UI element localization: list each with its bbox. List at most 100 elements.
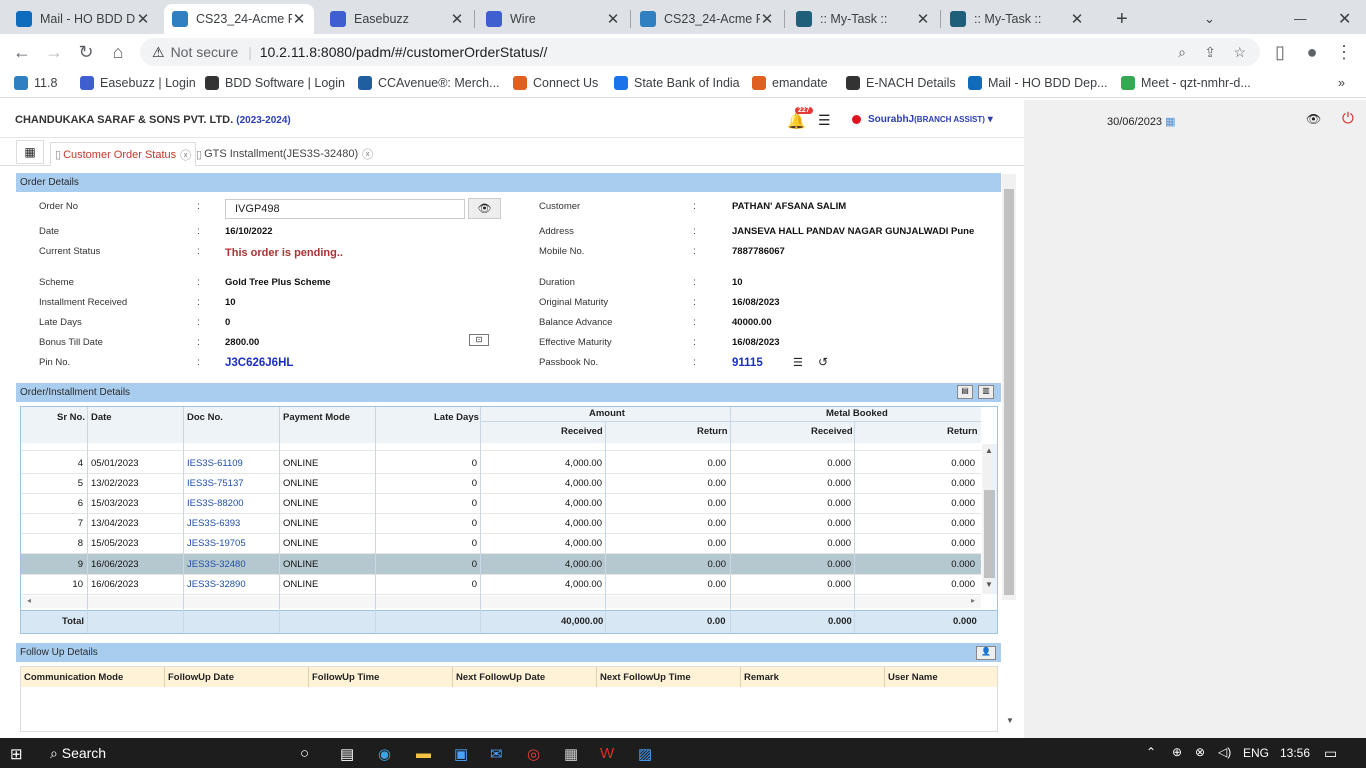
cell-doc[interactable]: JES3S-19705 bbox=[187, 538, 246, 549]
network-icon[interactable]: ⊕ bbox=[1172, 745, 1183, 759]
tray-chevron-icon[interactable]: ⌃ bbox=[1146, 745, 1157, 759]
edge-icon[interactable]: ◉ bbox=[378, 746, 392, 763]
back-icon[interactable]: ← bbox=[13, 42, 31, 62]
store-icon[interactable]: ▣ bbox=[454, 746, 469, 763]
menu-icon[interactable]: ⋮ bbox=[1335, 42, 1353, 62]
cell-doc[interactable]: IES3S-61109 bbox=[187, 458, 243, 469]
cell-amt_ret: 0.00 bbox=[707, 579, 727, 590]
add-followup-icon[interactable]: 👤 bbox=[976, 646, 996, 660]
bookmark-item[interactable]: Meet - qzt-nmhr-d... bbox=[1121, 76, 1251, 90]
cell-doc[interactable]: IES3S-75137 bbox=[187, 478, 244, 489]
cell-met_ret: 0.000 bbox=[951, 518, 975, 529]
bookmark-item[interactable]: State Bank of India bbox=[614, 76, 740, 90]
tab-close-icon[interactable]: ✕ bbox=[292, 11, 306, 28]
tab-close-icon[interactable]: ✕ bbox=[1070, 11, 1084, 28]
tab-close-icon[interactable]: ✕ bbox=[136, 11, 150, 28]
task-view-icon[interactable]: ○ bbox=[300, 745, 310, 762]
cell-mode: ONLINE bbox=[283, 478, 319, 489]
tab-close-icon[interactable]: ✕ bbox=[760, 11, 774, 28]
close-window-icon[interactable]: ✕ bbox=[1338, 11, 1352, 28]
bookmark-item[interactable]: Mail - HO BDD Dep... bbox=[968, 76, 1107, 90]
bookmark-item[interactable]: Easebuzz | Login bbox=[80, 76, 196, 90]
bookmark-icon bbox=[513, 76, 527, 90]
cell-sr: 10 bbox=[72, 579, 83, 590]
tab-close-icon[interactable]: ✕ bbox=[450, 11, 464, 28]
followup-col: User Name bbox=[888, 672, 938, 683]
field-value: This order is pending.. bbox=[225, 247, 343, 259]
zoom-icon[interactable]: ⌕ bbox=[1178, 43, 1186, 60]
browser-tab[interactable]: :: My-Task :: ✕ bbox=[788, 4, 938, 34]
page-scroll-down-icon[interactable]: ▼ bbox=[1006, 716, 1014, 725]
field-label: Scheme bbox=[39, 277, 74, 288]
browser-tab[interactable]: CS23_24-Acme P ✕ bbox=[164, 4, 314, 34]
more-bookmarks-icon[interactable]: » bbox=[1338, 76, 1345, 90]
windows-start-icon[interactable]: ⊞ bbox=[10, 746, 23, 763]
order-no-input[interactable]: IVGP498 bbox=[225, 199, 465, 219]
bookmark-star-icon[interactable]: ☆ bbox=[1233, 43, 1246, 60]
bookmark-item[interactable]: BDD Software | Login bbox=[205, 76, 345, 90]
home-icon[interactable]: ⌂ bbox=[112, 42, 124, 62]
history-icon[interactable]: ↺ bbox=[818, 355, 829, 369]
page-scroll-thumb[interactable] bbox=[1004, 189, 1014, 595]
view-order-button[interactable]: 👁 bbox=[468, 198, 501, 219]
notifications-icon[interactable]: ▭ bbox=[1324, 745, 1338, 761]
taskbar-search[interactable]: ⌕ Search bbox=[50, 745, 107, 761]
photos-icon[interactable]: ▨ bbox=[638, 746, 653, 763]
sidebar-icon[interactable]: ▯ bbox=[1275, 42, 1285, 62]
widgets-icon[interactable]: ▤ bbox=[340, 746, 355, 763]
bookmark-item[interactable]: emandate bbox=[752, 76, 828, 90]
power-icon[interactable]: ⏻ bbox=[1342, 110, 1354, 127]
reload-icon[interactable]: ↻ bbox=[78, 42, 94, 62]
tab-customer-order-status[interactable]: ▯ Customer Order Status ⓧ bbox=[50, 142, 197, 166]
bookmark-item[interactable]: 11.8 bbox=[14, 76, 57, 90]
minimize-icon[interactable]: — bbox=[1294, 12, 1307, 26]
export-excel-icon[interactable]: ▤ bbox=[957, 385, 973, 399]
browser-tab[interactable]: :: My-Task :: ✕ bbox=[942, 4, 1092, 34]
bookmark-icon bbox=[846, 76, 860, 90]
cash-icon[interactable]: ⊡ bbox=[469, 334, 489, 346]
grid-scroll-thumb[interactable] bbox=[984, 490, 995, 578]
bell-icon[interactable]: 🔔 bbox=[787, 113, 806, 130]
browser-tab[interactable]: Wire ✕ bbox=[478, 4, 628, 34]
calendar-icon: ▦ bbox=[1165, 116, 1176, 128]
app-printer-icon[interactable]: ▦ bbox=[564, 746, 579, 763]
cell-doc[interactable]: IES3S-88200 bbox=[187, 498, 244, 509]
export-pdf-icon[interactable]: ▥ bbox=[978, 385, 994, 399]
col-metal: Metal Booked bbox=[826, 408, 888, 419]
wps-icon[interactable]: W bbox=[600, 745, 615, 762]
cell-doc[interactable]: JES3S-32890 bbox=[187, 579, 246, 590]
bookmark-item[interactable]: Connect Us bbox=[513, 76, 598, 90]
eye-slash-icon[interactable]: 👁 bbox=[1306, 112, 1322, 126]
explorer-icon[interactable]: ▬ bbox=[416, 745, 431, 762]
browser-tab[interactable]: Easebuzz ✕ bbox=[322, 4, 472, 34]
address-bar[interactable]: ⚠ Not secure | 10.2.11.8:8080/padm/#/cus… bbox=[140, 38, 1260, 66]
passbook-icon[interactable]: ☰ bbox=[793, 357, 803, 369]
mail-icon[interactable]: ✉ bbox=[490, 746, 503, 763]
tab-close-icon[interactable]: ✕ bbox=[606, 11, 620, 28]
selected-row[interactable] bbox=[21, 554, 981, 574]
bookmark-item[interactable]: E-NACH Details bbox=[846, 76, 956, 90]
tab-gts-installment[interactable]: ▯ GTS Installment(JES3S-32480) ⓧ bbox=[196, 148, 374, 161]
order-details-header: Order Details bbox=[16, 173, 1001, 192]
app-grid-icon[interactable]: ▦ bbox=[16, 140, 44, 164]
new-tab-button[interactable]: + bbox=[1116, 7, 1128, 30]
clock[interactable]: 13:56 bbox=[1280, 746, 1311, 760]
language-indicator[interactable]: ENG bbox=[1243, 746, 1270, 760]
bookmark-item[interactable]: CCAvenue®: Merch... bbox=[358, 76, 500, 90]
share-icon[interactable]: ⇪ bbox=[1204, 43, 1216, 60]
tab-search-icon[interactable]: ⌄ bbox=[1204, 11, 1215, 26]
browser-tab[interactable]: CS23_24-Acme P ✕ bbox=[632, 4, 782, 34]
horizontal-scrollbar[interactable]: ◂ ▸ bbox=[21, 596, 981, 608]
cell-doc[interactable]: JES3S-6393 bbox=[187, 518, 241, 529]
forward-icon[interactable]: → bbox=[45, 42, 63, 62]
profile-icon[interactable]: ● bbox=[1306, 42, 1318, 62]
user-menu[interactable]: SourabhJ(BRANCH ASSIST) ▾ bbox=[868, 114, 993, 125]
speaker-icon[interactable]: ◁) bbox=[1218, 745, 1232, 759]
chrome-icon[interactable]: ◎ bbox=[527, 746, 541, 763]
tab-close-icon[interactable]: ✕ bbox=[916, 11, 930, 28]
browser-tab[interactable]: Mail - HO BDD D ✕ bbox=[8, 4, 158, 34]
globe-icon[interactable]: ⊗ bbox=[1195, 745, 1206, 759]
menu-list-icon[interactable]: ☰ bbox=[818, 112, 831, 128]
cell-doc[interactable]: JES3S-32480 bbox=[187, 559, 246, 570]
col-amount-return: Return bbox=[697, 426, 728, 437]
